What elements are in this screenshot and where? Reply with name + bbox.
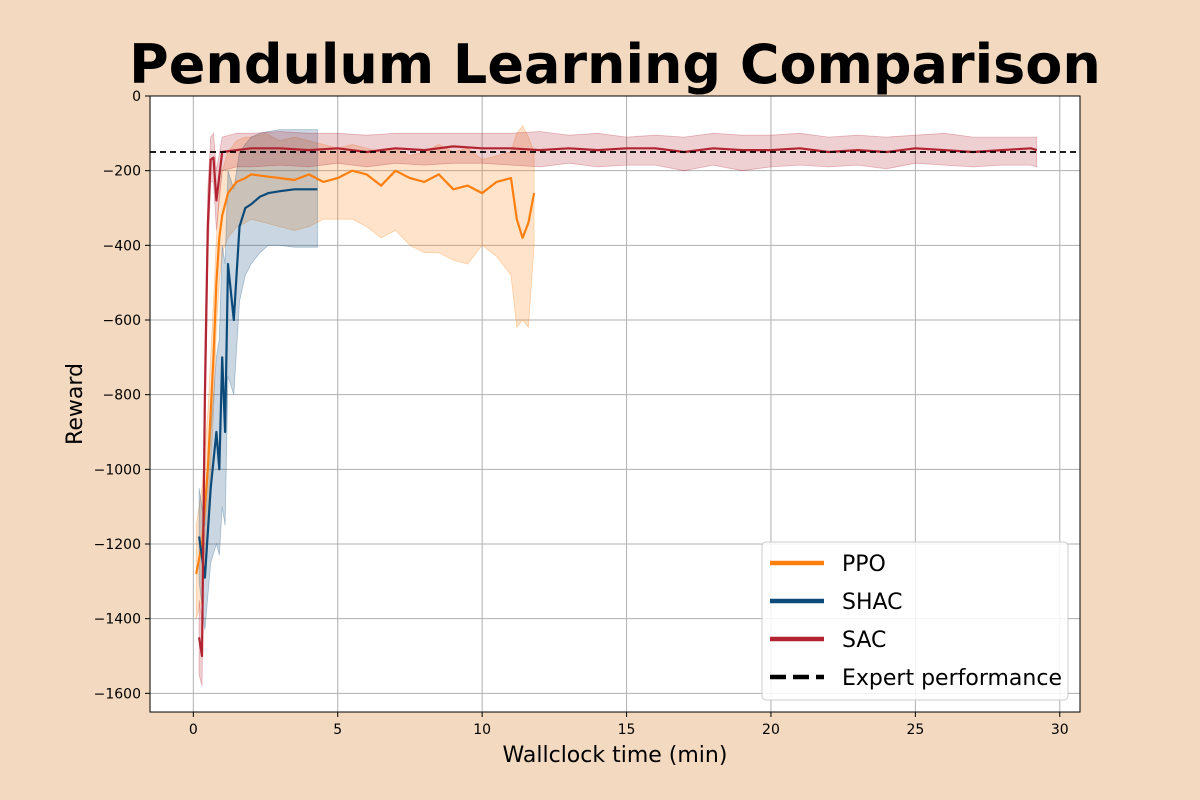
x-tick-label: 5	[333, 722, 342, 738]
y-tick-label: −200	[103, 164, 141, 180]
y-axis-label: Reward	[63, 363, 88, 445]
x-tick-label: 25	[906, 722, 924, 738]
sac-band	[198, 131, 1038, 687]
y-tick-label: −1200	[94, 537, 141, 553]
y-tick-label: 0	[132, 89, 141, 105]
x-tick-label: 15	[618, 722, 636, 738]
y-tick-label: −1000	[94, 462, 141, 478]
ppo-line	[195, 169, 536, 575]
y-tick-label: −400	[103, 238, 141, 254]
y-tick-label: −600	[103, 313, 141, 329]
x-tick-label: 30	[1051, 722, 1069, 738]
legend: PPO SHAC SAC Expert performance	[761, 541, 1069, 701]
x-tick-label: 10	[473, 722, 491, 738]
x-tick-label: 0	[189, 722, 198, 738]
shac-band	[198, 129, 318, 630]
y-tick-label: −1400	[94, 612, 141, 628]
legend-box	[761, 541, 1069, 701]
x-axis-label: Wallclock time (min)	[503, 743, 728, 768]
legend-label-shac: SHAC	[842, 590, 903, 615]
ppo-band	[195, 125, 535, 619]
legend-label-ppo: PPO	[842, 552, 886, 577]
shac-line	[198, 188, 318, 579]
y-tick-label: −800	[103, 388, 141, 404]
chart-title: Pendulum Learning Comparison	[129, 33, 1101, 96]
y-tick-label: −1600	[94, 686, 141, 702]
plot-frame	[149, 95, 1081, 713]
x-tick-label: 20	[762, 722, 780, 738]
legend-label-expert-performance: Expert performance	[842, 666, 1062, 691]
confidence-bands	[195, 125, 1038, 687]
legend-label-sac: SAC	[842, 628, 886, 653]
axis-ticks: 0 5 10 15 20 25 30 0 −200 −400 −600 −800 −1000 −1200 −…	[94, 89, 1069, 738]
